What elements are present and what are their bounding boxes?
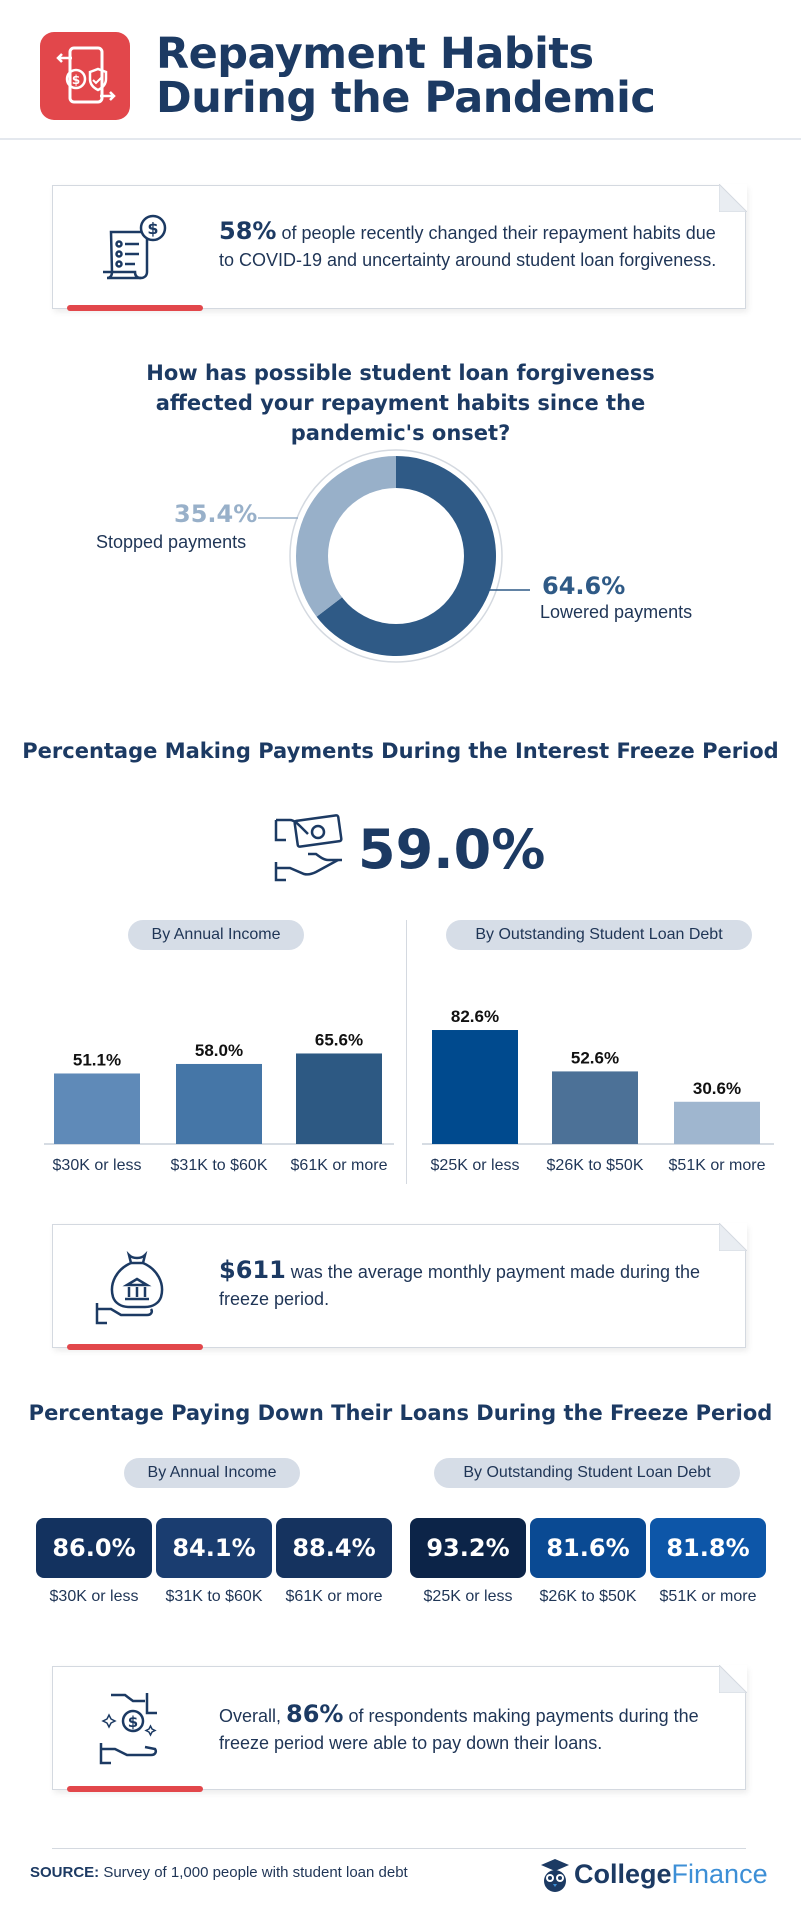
bar-value-label: 82.6%	[451, 1007, 499, 1026]
bar-value-label: 51.1%	[73, 1050, 121, 1069]
bar-charts: 51.1% $30K or less 58.0% $31K to $60K 65.6% $…	[44, 1007, 774, 1174]
source-note: SOURCE: Survey of 1,000 people with stud…	[30, 1864, 408, 1881]
bar-income-0	[54, 1073, 140, 1144]
bar-debt-2	[674, 1101, 760, 1144]
paydown-tile-income-0: 86.0%	[36, 1518, 152, 1578]
paydown-category-label: $51K or more	[659, 1588, 757, 1605]
bar-category-label: $25K or less	[431, 1157, 520, 1174]
bar-income-2	[296, 1053, 382, 1144]
card-body-text: was the average monthly payment made dur…	[219, 1262, 701, 1309]
lowered-label: Lowered payments	[540, 602, 693, 622]
bar-debt-0	[432, 1030, 518, 1144]
bar-value-label: 30.6%	[693, 1079, 741, 1098]
page-fold-corner	[719, 1665, 747, 1693]
pill-by-debt: By Outstanding Student Loan Debt	[446, 920, 752, 950]
paydown-category-label: $26K to $50K	[539, 1588, 637, 1605]
bar-category-label: $30K or less	[53, 1157, 142, 1174]
hand-dollar-coin-icon: $	[93, 1689, 173, 1769]
bar-category-label: $61K or more	[291, 1157, 388, 1174]
paydown-title: Percentage Paying Down Their Loans Durin…	[28, 1401, 773, 1425]
svg-text:$: $	[147, 219, 158, 238]
paydown-tile-income-2: 88.4%	[276, 1518, 392, 1578]
pill-by-income-2: By Annual Income	[124, 1458, 300, 1488]
svg-text:$: $	[72, 73, 80, 87]
bar-category-label: $31K to $60K	[171, 1157, 268, 1174]
donut-outer-ring	[289, 449, 503, 663]
invoice-dollar-icon: $	[93, 208, 173, 288]
svg-text:$: $	[128, 1713, 138, 1731]
stat-card-average-payment: $611 was the average monthly payment mad…	[52, 1223, 747, 1350]
card-text: 58% of people recently changed their rep…	[219, 218, 729, 274]
paydown-category-label: $25K or less	[423, 1588, 513, 1605]
page-title: Repayment Habits During the Pandemic	[156, 29, 656, 123]
accent-underline	[67, 305, 203, 311]
stat-card-overall-paydown: $ Overall, 86% of respondents making pay…	[52, 1665, 747, 1792]
card-prefix-text: Overall,	[219, 1706, 287, 1726]
paydown-category-label: $61K or more	[285, 1588, 383, 1605]
freeze-title: Percentage Making Payments During the In…	[22, 739, 779, 763]
highlight-stat: $611	[219, 1256, 286, 1284]
source-label: SOURCE:	[30, 1864, 100, 1881]
bar-value-label: 65.6%	[315, 1030, 363, 1049]
paydown-tile-debt-0: 93.2%	[410, 1518, 526, 1578]
donut-chart	[289, 449, 503, 663]
stopped-leader-line	[258, 517, 298, 519]
paydown-category-label: $30K or less	[49, 1588, 139, 1605]
highlight-stat: 58%	[219, 217, 277, 245]
accent-underline	[67, 1344, 203, 1350]
card-body-text: of respondents making payments during th…	[219, 1706, 699, 1753]
lowered-leader-line	[488, 589, 530, 591]
donut-title: How has possible student loan forgivenes…	[146, 361, 655, 445]
header: $ Repayment Habits During the Pandemic	[0, 0, 801, 140]
bar-debt-1	[552, 1071, 638, 1144]
money-bag-hand-icon	[93, 1247, 173, 1327]
hand-cash-icon	[272, 810, 346, 884]
overall-payment-pct: 59.0%	[358, 818, 546, 881]
paydown-tile-income-1: 84.1%	[156, 1518, 272, 1578]
phone-money-shield-icon: $	[40, 32, 130, 120]
source-text: Survey of 1,000 people with student loan…	[99, 1864, 408, 1881]
bar-value-label: 58.0%	[195, 1041, 243, 1060]
stopped-label: Stopped payments	[96, 532, 247, 552]
bar-category-label: $51K or more	[669, 1157, 766, 1174]
highlight-stat: 86%	[286, 1700, 344, 1728]
donut-hole	[328, 488, 464, 624]
card-text: Overall, 86% of respondents making payme…	[219, 1701, 729, 1757]
pill-by-income: By Annual Income	[128, 920, 304, 950]
footer-divider	[52, 1848, 746, 1849]
brand-name: CollegeFinance	[574, 1859, 768, 1890]
pill-by-debt-2: By Outstanding Student Loan Debt	[434, 1458, 740, 1488]
brand-name-light: Finance	[671, 1859, 768, 1889]
stopped-pct-label: 35.4%	[174, 500, 258, 528]
bar-category-label: $26K to $50K	[547, 1157, 644, 1174]
card-body-text: of people recently changed their repayme…	[219, 223, 717, 270]
page-fold-corner	[719, 1223, 747, 1251]
paydown-tile-debt-1: 81.6%	[530, 1518, 646, 1578]
stat-card-habits-changed: $ 58% of people recently changed their r…	[52, 184, 747, 311]
paydown-category-label: $31K to $60K	[165, 1588, 263, 1605]
card-text: $611 was the average monthly payment mad…	[219, 1257, 729, 1313]
bar-income-1	[176, 1063, 262, 1144]
lowered-pct-label: 64.6%	[542, 572, 626, 600]
accent-underline	[67, 1786, 203, 1792]
owl-graduate-icon	[541, 1859, 569, 1892]
paydown-tiles: 86.0% $30K or less 84.1% $31K to $60K 88.4% $…	[0, 1518, 801, 1605]
bar-value-label: 52.6%	[571, 1048, 619, 1067]
section-divider	[406, 920, 407, 1184]
brand-name-bold: College	[574, 1859, 672, 1889]
page-fold-corner	[719, 184, 747, 212]
paydown-tile-debt-2: 81.8%	[650, 1518, 766, 1578]
